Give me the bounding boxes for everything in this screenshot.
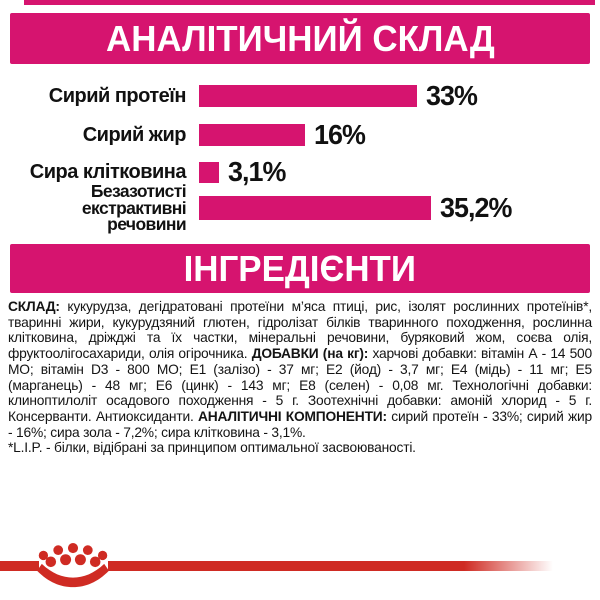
- chart-bar: [199, 196, 431, 220]
- chart-row-crude-protein: Сирий протеїн 33%: [0, 80, 600, 111]
- ingredients-text-block: СКЛАД: кукурудза, дегідратовані протеїни…: [8, 299, 592, 456]
- chart-bar: [199, 124, 305, 146]
- top-edge-strip: [24, 0, 595, 5]
- chart-bar-value: 35,2%: [440, 192, 512, 223]
- chart-row-crude-fat: Сирий жир 16%: [0, 119, 600, 150]
- chart-bar-value: 16%: [314, 119, 366, 150]
- chart-row-label: Сира клітковина: [0, 160, 187, 183]
- chart-row-label: Безазотисті екстрактивні речовини: [0, 181, 187, 235]
- chart-bar: [199, 161, 219, 183]
- chart-row-label: Сирий протеїн: [0, 84, 187, 107]
- lip-footnote: *L.I.P. - білки, відібрані за принципом …: [8, 440, 416, 456]
- analytical-composition-banner: АНАЛІТИЧНИЙ СКЛАД: [10, 13, 590, 64]
- ingredients-paragraph: СКЛАД: кукурудза, дегідратовані протеїни…: [8, 299, 592, 440]
- chart-row-label-line: Сирий жир: [82, 123, 187, 146]
- composition-bar-chart: Сирий протеїн 33% Сирий жир 16% Сира клі…: [0, 78, 600, 238]
- analytical-composition-title: АНАЛІТИЧНИЙ СКЛАД: [105, 17, 495, 59]
- chart-bar: [199, 85, 417, 107]
- chart-row-label-line: екстрактивні речовини: [81, 197, 187, 235]
- chart-row-label-line: Сира клітковина: [29, 160, 187, 183]
- ingredients-title: ІНГРЕДІЄНТИ: [183, 247, 417, 289]
- chart-row-nitrogen-free-extract: Безазотисті екстрактивні речовини 35,2%: [0, 183, 600, 234]
- chart-bar-value: 33%: [426, 80, 478, 111]
- chart-row-label-line: Сирий протеїн: [48, 84, 187, 107]
- crown-logo-icon: [37, 542, 109, 588]
- chart-bar-value: 3,1%: [228, 156, 286, 187]
- ingredients-banner: ІНГРЕДІЄНТИ: [10, 244, 590, 293]
- chart-row-label: Сирий жир: [0, 123, 187, 146]
- chart-row-label-line: Безазотисті: [90, 181, 187, 202]
- logo-left-red-bar: [0, 561, 39, 571]
- logo-right-red-bar: [108, 561, 553, 571]
- chart-row-crude-fibre: Сира клітковина 3,1%: [0, 156, 600, 187]
